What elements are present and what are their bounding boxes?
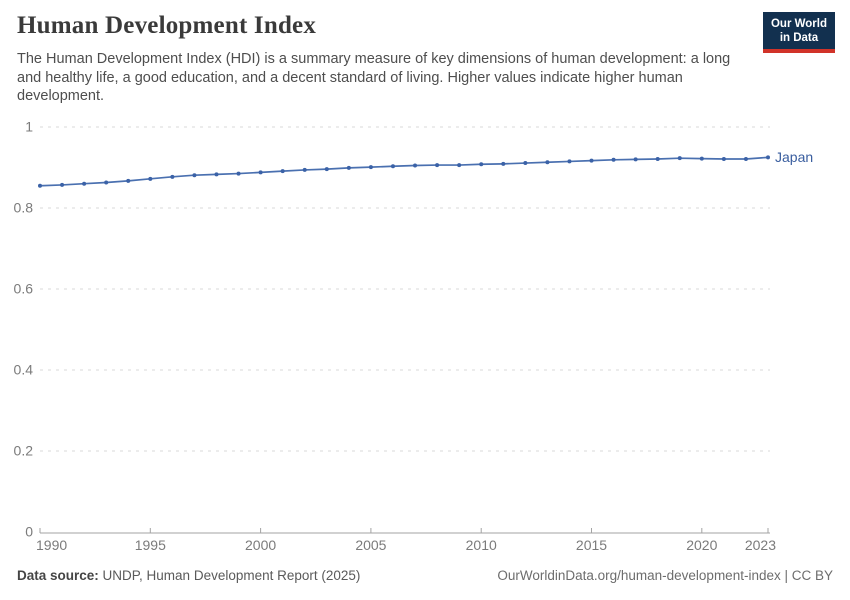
data-source-value: UNDP, Human Development Report (2025) [98,568,361,583]
x-axis-tick-label: 2015 [576,537,607,553]
owid-logo[interactable]: Our World in Data [762,12,835,53]
owid-logo-line1: Our World [770,18,827,30]
y-axis-tick-label: 0.6 [14,281,34,297]
x-axis-tick-label: 1990 [36,537,67,553]
data-source: Data source: UNDP, Human Development Rep… [17,568,360,583]
data-point[interactable] [589,158,594,163]
data-point[interactable] [435,163,440,168]
x-axis-tick-label: 2005 [355,537,386,553]
data-point[interactable] [214,172,219,177]
data-point[interactable] [82,181,87,186]
data-point[interactable] [148,176,153,181]
data-source-label: Data source: [17,568,99,583]
data-point[interactable] [721,156,726,161]
y-axis-tick-label: 1 [25,119,33,135]
x-axis-tick-label: 2000 [245,537,276,553]
data-point[interactable] [280,169,285,174]
y-axis-tick-label: 0.4 [14,362,34,378]
x-axis-tick-label: 2020 [686,537,717,553]
chart-subtitle: The Human Development Index (HDI) is a s… [17,51,731,104]
data-point[interactable] [545,160,550,165]
data-point[interactable] [258,170,263,175]
data-point[interactable] [324,167,329,172]
data-point[interactable] [302,167,307,172]
y-axis-tick-label: 0.2 [14,443,34,459]
data-point[interactable] [346,165,351,170]
x-axis-tick-label: 1995 [135,537,166,553]
data-point[interactable] [60,182,65,187]
data-point[interactable] [633,157,638,162]
page-title: Human Development Index [17,12,317,39]
data-point[interactable] [699,156,704,161]
chart-url[interactable]: OurWorldinData.org/human-development-ind… [497,568,833,583]
series-label[interactable]: Japan [775,149,813,165]
data-point[interactable] [126,178,131,183]
data-point[interactable] [236,171,241,176]
data-point[interactable] [523,161,528,166]
data-point[interactable] [501,161,506,166]
x-axis-tick-label: 2010 [466,537,497,553]
data-point[interactable] [766,155,770,160]
x-axis-tick-label: 2023 [745,537,776,553]
data-point[interactable] [368,165,373,170]
owid-logo-line2: in Data [779,32,819,44]
y-axis-tick-label: 0 [25,524,33,540]
data-point[interactable] [104,180,109,185]
y-axis-tick-label: 0.8 [14,200,34,216]
data-point[interactable] [457,163,462,168]
data-point[interactable] [479,162,484,167]
data-point[interactable] [38,183,42,188]
data-point[interactable] [655,156,660,161]
data-point[interactable] [611,157,616,162]
data-point[interactable] [677,156,682,161]
data-point[interactable] [192,173,197,178]
data-point[interactable] [743,156,748,161]
data-line[interactable] [39,156,769,187]
data-point[interactable] [413,163,418,168]
data-point[interactable] [390,164,395,169]
data-point[interactable] [170,174,175,179]
data-point[interactable] [567,159,572,164]
